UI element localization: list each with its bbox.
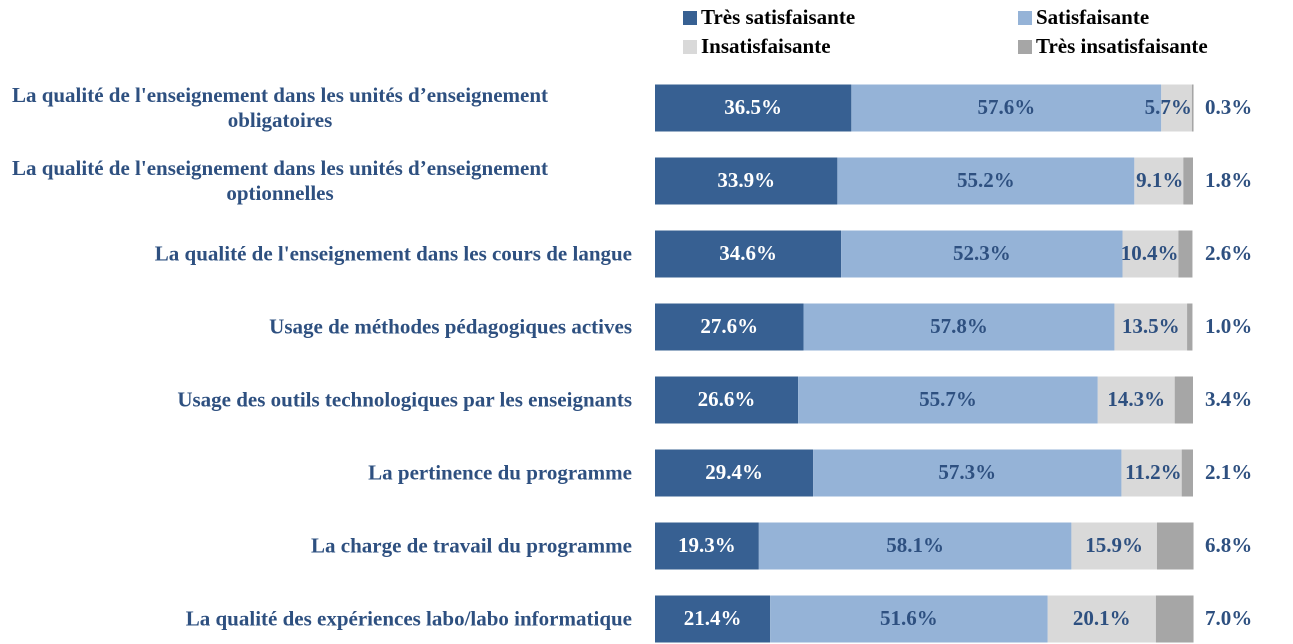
bar-segment — [1047, 595, 1156, 643]
bar-segment — [655, 449, 814, 497]
value-label: 9.1% — [1136, 168, 1183, 192]
legend-swatch — [683, 11, 697, 25]
value-label: 57.8% — [930, 314, 988, 338]
bar-segment — [1187, 303, 1193, 351]
legend-label: Insatisfaisante — [701, 34, 831, 58]
bar-segment — [655, 157, 838, 205]
legend-label: Très satisfaisante — [701, 5, 855, 29]
value-label: 55.7% — [919, 387, 977, 411]
legend-label: Satisfaisante — [1036, 5, 1149, 29]
value-label: 13.5% — [1122, 314, 1180, 338]
value-label: 57.3% — [938, 460, 996, 484]
legend-swatch — [1018, 11, 1032, 25]
value-label: 15.9% — [1085, 533, 1143, 557]
value-label: 34.6% — [719, 241, 777, 265]
bar-segment — [841, 230, 1123, 278]
value-label: 52.3% — [953, 241, 1011, 265]
bar-segment — [1183, 157, 1193, 205]
bar-segment — [1122, 230, 1179, 278]
category-label: La qualité de l'enseignement dans les un… — [11, 83, 549, 132]
value-label: 58.1% — [886, 533, 944, 557]
bar-segment — [655, 522, 759, 570]
bar-segment — [770, 595, 1048, 643]
bar-segment — [1121, 449, 1182, 497]
category-label: La qualité des expériences labo/labo inf… — [185, 606, 632, 631]
category-label: La pertinence du programme — [368, 460, 632, 485]
value-label: 10.4% — [1121, 241, 1179, 265]
category-label: La qualité de l'enseignement dans les un… — [11, 156, 549, 205]
bar-segment — [851, 84, 1162, 132]
value-label: 26.6% — [698, 387, 756, 411]
bar-segment — [1178, 230, 1193, 278]
legend-label: Très insatisfaisante — [1036, 34, 1208, 58]
value-label: 27.6% — [700, 314, 758, 338]
value-label: 6.8% — [1205, 533, 1252, 557]
bar-segment — [655, 84, 852, 132]
value-label: 36.5% — [724, 95, 782, 119]
value-label: 3.4% — [1205, 387, 1252, 411]
bar-segment — [798, 376, 1098, 424]
value-label: 1.8% — [1205, 168, 1252, 192]
value-label: 19.3% — [678, 533, 736, 557]
bar-segment — [1181, 449, 1193, 497]
value-label: 11.2% — [1125, 460, 1182, 484]
value-label: 33.9% — [717, 168, 775, 192]
value-label: 57.6% — [977, 95, 1035, 119]
bar-segment — [1155, 595, 1194, 643]
value-label: 20.1% — [1073, 606, 1131, 630]
bar-segment — [758, 522, 1072, 570]
value-label: 5.7% — [1145, 95, 1192, 119]
bar-segment — [837, 157, 1135, 205]
bar-segment — [1191, 84, 1194, 132]
value-label: 2.1% — [1205, 460, 1252, 484]
value-label: 51.6% — [880, 606, 938, 630]
value-label: 7.0% — [1205, 606, 1252, 630]
bar-segment — [655, 595, 771, 643]
value-label: 29.4% — [705, 460, 763, 484]
bar-segment — [655, 230, 842, 278]
category-label: La qualité de l'enseignement dans les co… — [154, 241, 632, 266]
category-label: La charge de travail du programme — [311, 533, 632, 558]
bar-segment — [1161, 84, 1192, 132]
bar-segment — [655, 376, 799, 424]
value-label: 21.4% — [684, 606, 742, 630]
bar-segment — [1174, 376, 1193, 424]
bar-segment — [1114, 303, 1188, 351]
value-label: 55.2% — [957, 168, 1015, 192]
bar-segment — [1156, 522, 1194, 570]
category-label: Usage de méthodes pédagogiques actives — [269, 314, 632, 339]
legend-swatch — [683, 40, 697, 54]
bar-segment — [1097, 376, 1175, 424]
bar-segment — [813, 449, 1122, 497]
category-label: Usage des outils technologiques par les … — [177, 387, 632, 412]
bar-segment — [655, 303, 804, 351]
value-label: 2.6% — [1205, 241, 1252, 265]
value-label: 0.3% — [1205, 95, 1252, 119]
value-label: 14.3% — [1107, 387, 1165, 411]
value-label: 1.0% — [1205, 314, 1252, 338]
bar-segment — [803, 303, 1115, 351]
bar-segment — [1071, 522, 1157, 570]
legend-swatch — [1018, 40, 1032, 54]
bar-segment — [1134, 157, 1184, 205]
